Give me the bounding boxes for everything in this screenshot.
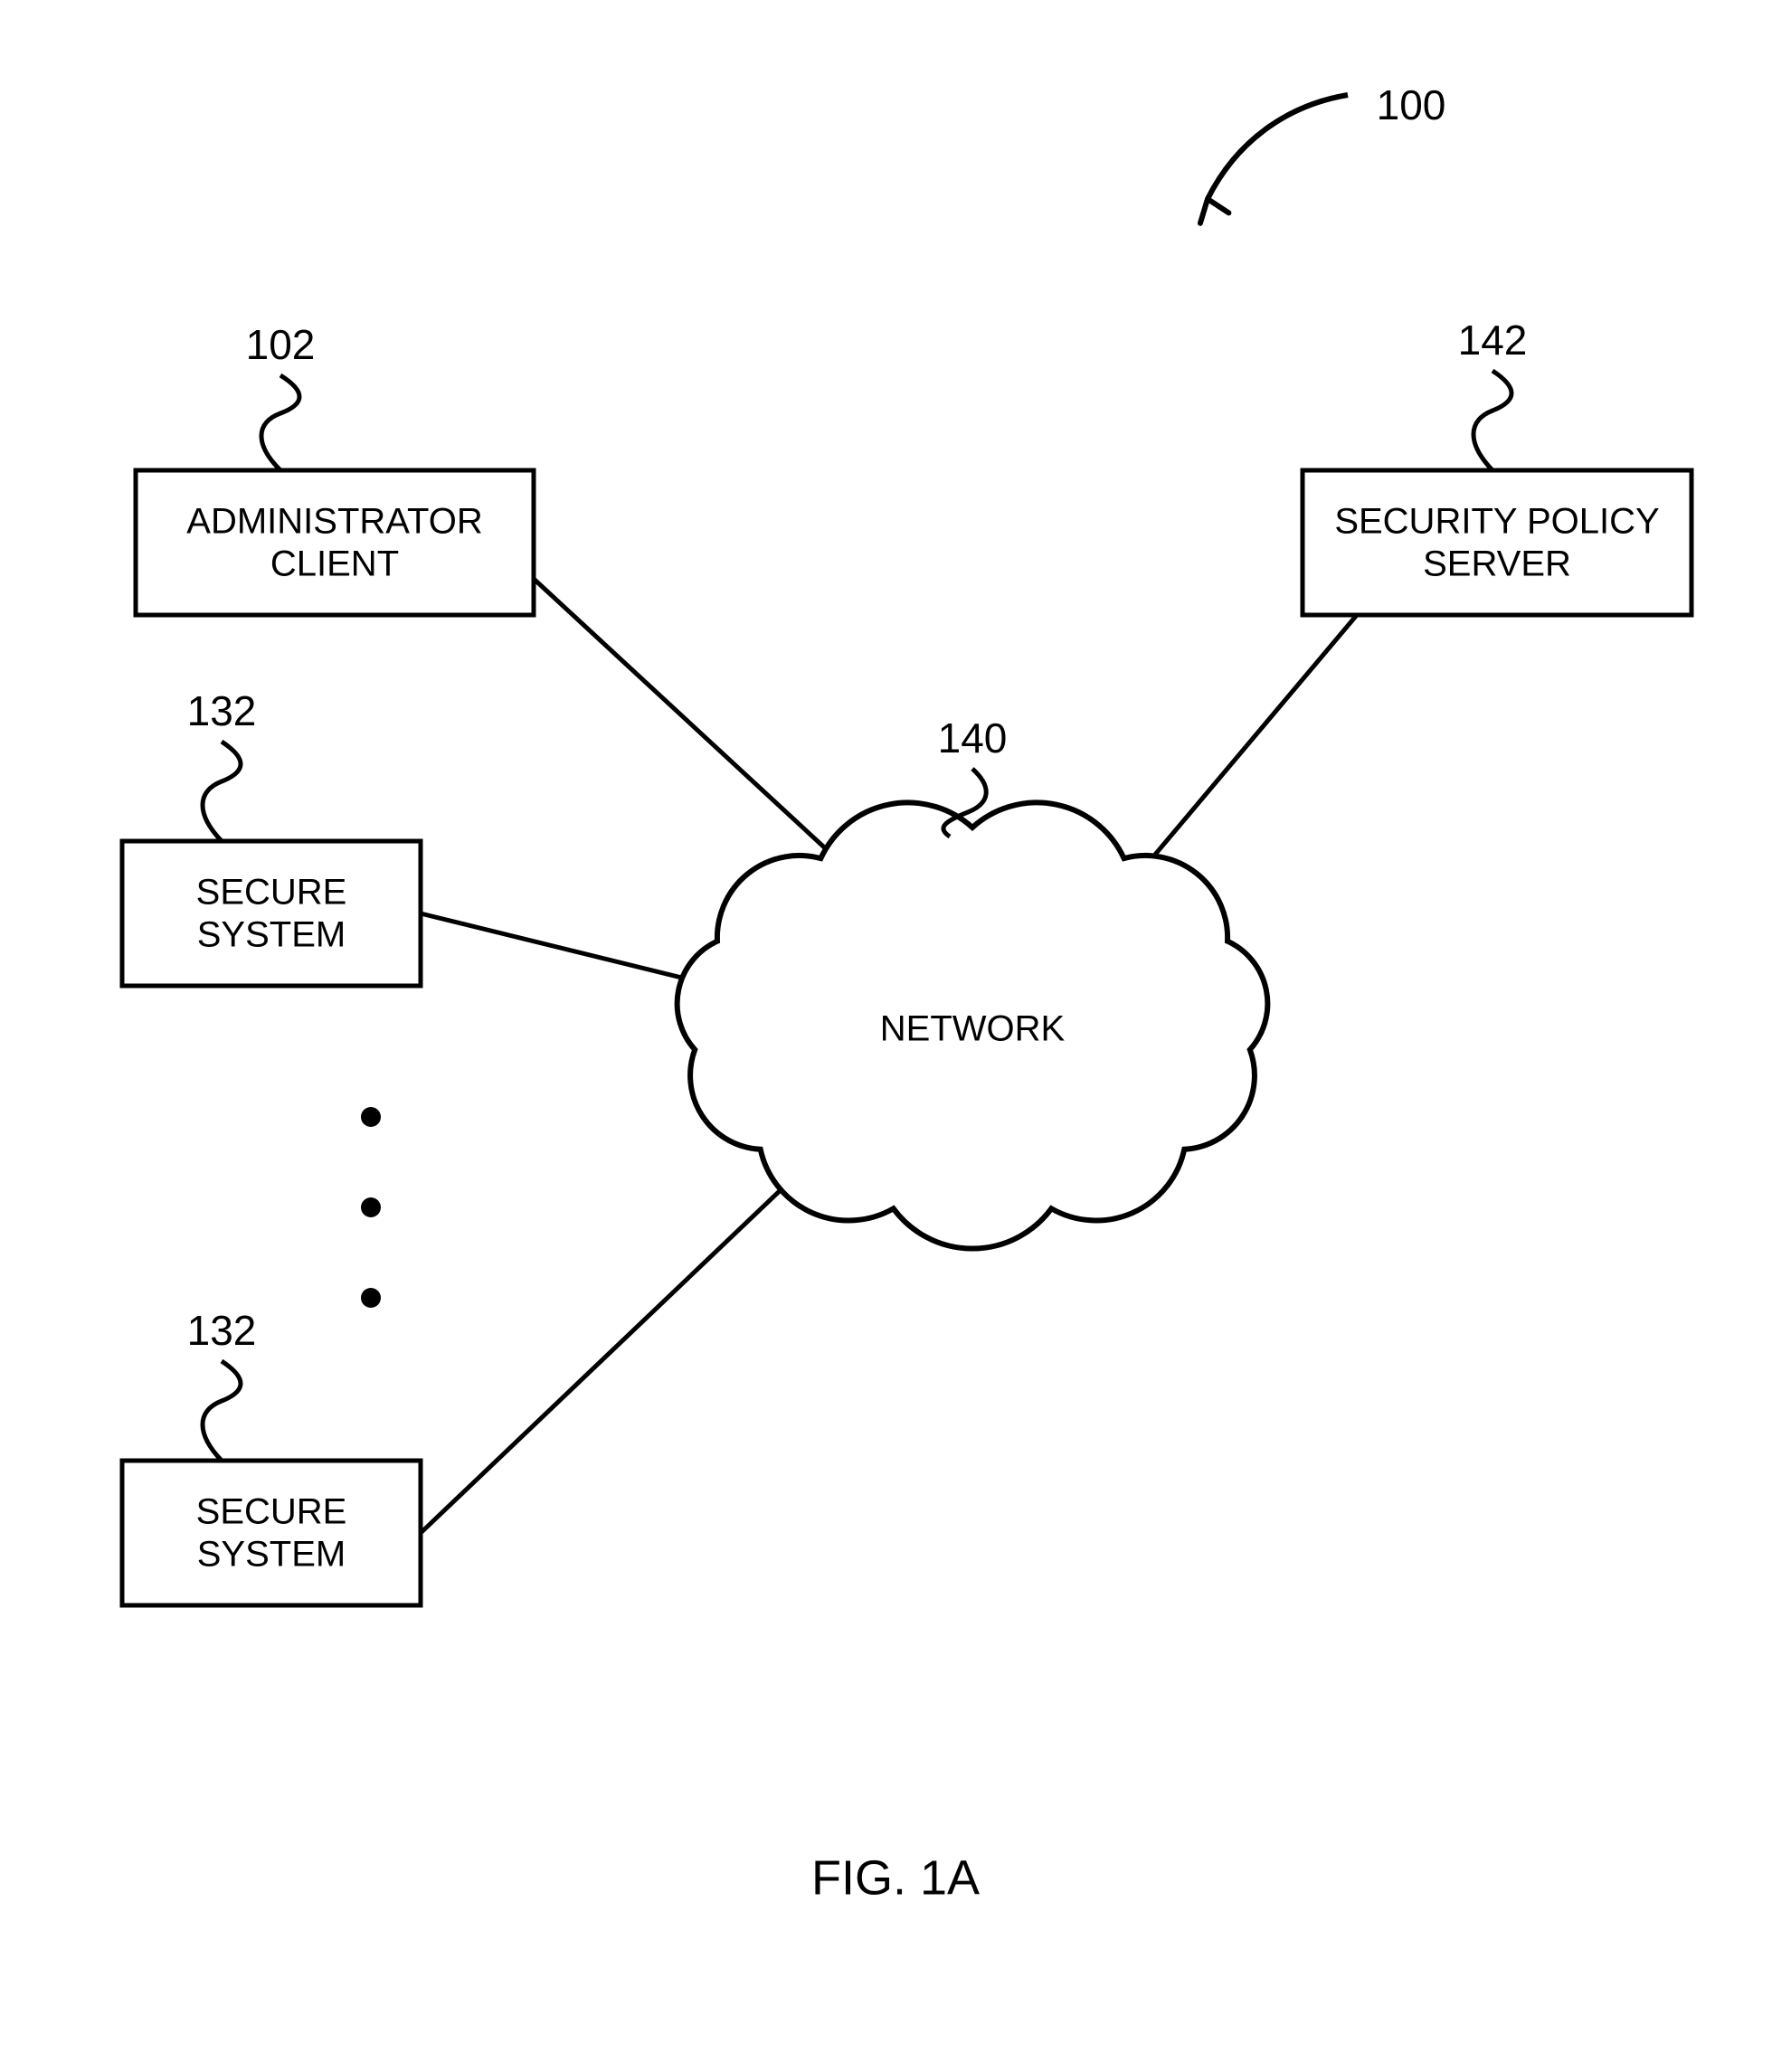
reference-label-secure2: 132 (187, 1307, 257, 1354)
reference-label-secure1: 132 (187, 687, 257, 734)
reference-leader (203, 1361, 241, 1461)
secure2-box (122, 1461, 421, 1605)
connector-line (1140, 615, 1357, 873)
connector-line (534, 579, 832, 855)
reference-leader (203, 742, 241, 841)
secure2-label-line-1: SYSTEM (197, 1535, 346, 1575)
connector-line (421, 1167, 805, 1533)
server-label-line-1: SERVER (1423, 544, 1571, 584)
connector-line (421, 913, 696, 981)
ellipsis-dot (361, 1197, 381, 1217)
reference-label-admin: 102 (246, 321, 316, 368)
admin-label-line-0: ADMINISTRATOR (186, 501, 482, 541)
reference-label-server: 142 (1458, 317, 1528, 364)
server-label-line-0: SECURITY POLICY (1334, 501, 1659, 541)
reference-label-overall: 100 (1377, 81, 1446, 128)
network-cloud-label: NETWORK (880, 1009, 1066, 1049)
reference-leader (1474, 371, 1511, 470)
ellipsis-dot (361, 1107, 381, 1127)
ellipsis-dot (361, 1288, 381, 1308)
admin-box (136, 470, 534, 615)
overall-arrow-shaft (1208, 95, 1348, 199)
overall-arrow-head (1200, 199, 1228, 223)
figure-caption: FIG. 1A (811, 1850, 980, 1905)
reference-label-network: 140 (938, 714, 1008, 762)
admin-label-line-1: CLIENT (270, 544, 399, 584)
secure1-label-line-1: SYSTEM (197, 915, 346, 955)
secure1-label-line-0: SECURE (196, 872, 347, 912)
reference-leader (261, 375, 299, 470)
server-box (1303, 470, 1692, 615)
secure2-label-line-0: SECURE (196, 1491, 347, 1531)
secure1-box (122, 841, 421, 986)
